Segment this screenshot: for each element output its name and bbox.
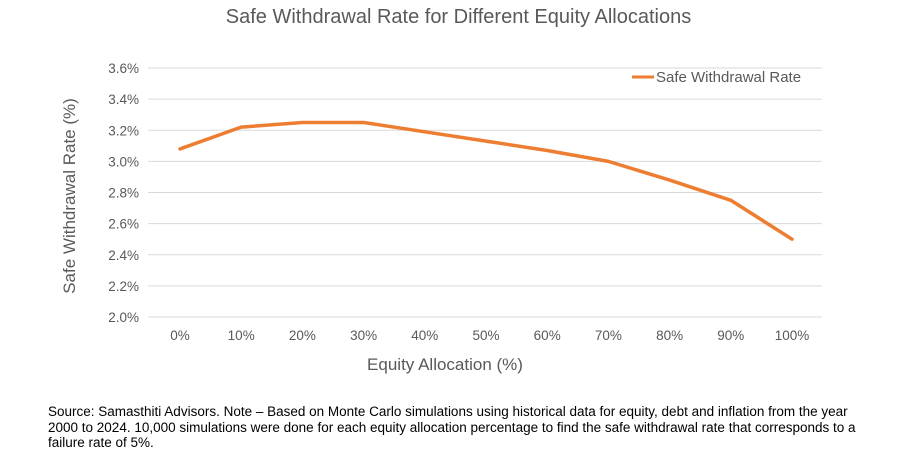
x-tick-label: 70% — [595, 328, 622, 343]
y-tick-label: 2.8% — [108, 186, 139, 201]
y-tick-label: 3.4% — [108, 92, 139, 107]
series-line — [178, 120, 794, 241]
x-tick-label: 50% — [472, 328, 499, 343]
y-tick-labels: 2.0% 2.2% 2.4% 2.6% 2.8% 3.0% 3.2% 3.4% 3.6% — [108, 61, 139, 325]
source-note: Source: Samasthiti Advisors. Note – Base… — [48, 404, 856, 450]
y-tick-label: 2.0% — [108, 310, 139, 325]
chart-title: Safe Withdrawal Rate for Different Equit… — [225, 6, 692, 28]
y-tick-label: 2.2% — [108, 279, 139, 294]
x-axis-label: Equity Allocation (%) — [367, 355, 523, 374]
x-tick-label: 90% — [717, 328, 744, 343]
y-tick-label: 3.0% — [108, 154, 139, 169]
x-tick-label: 10% — [228, 328, 255, 343]
x-tick-label: 0% — [170, 328, 190, 343]
y-axis-label: Safe Withdrawal Rate (%) — [60, 98, 79, 294]
grid-lines — [148, 67, 822, 318]
legend: Safe Withdrawal Rate — [632, 69, 801, 86]
x-tick-label: 20% — [289, 328, 316, 343]
x-tick-labels: 0% 10% 20% 30% 40% 50% 60% 70% 80% 90% 100% — [170, 328, 809, 343]
x-tick-label: 80% — [656, 328, 683, 343]
y-tick-label: 3.6% — [108, 61, 139, 76]
x-tick-label: 30% — [350, 328, 377, 343]
series-layer — [178, 120, 794, 241]
legend-label: Safe Withdrawal Rate — [656, 69, 801, 86]
y-tick-label: 2.4% — [108, 248, 139, 263]
x-tick-label: 60% — [534, 328, 561, 343]
y-tick-label: 2.6% — [108, 217, 139, 232]
y-tick-label: 3.2% — [108, 123, 139, 138]
x-tick-label: 40% — [411, 328, 438, 343]
x-tick-label: 100% — [775, 328, 810, 343]
